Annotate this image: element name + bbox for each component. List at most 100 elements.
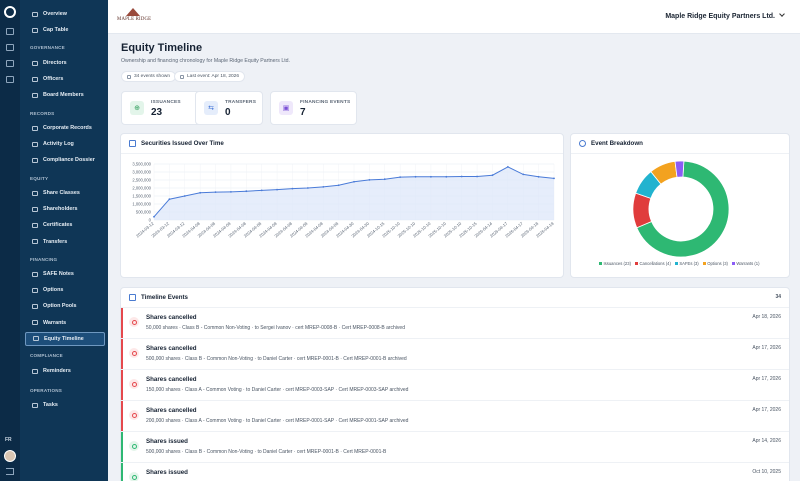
sidebar-item-cap-table[interactable]: Cap Table (25, 23, 105, 37)
sidebar-item-tasks[interactable]: Tasks (25, 398, 105, 412)
data-point[interactable] (306, 187, 309, 189)
avatar[interactable] (4, 450, 16, 462)
sidebar-item-reminders[interactable]: Reminders (25, 364, 105, 378)
data-point[interactable] (153, 215, 155, 218)
data-point[interactable] (337, 184, 340, 187)
stat-card-transfers: ⇆ TRANSFERS 0 (195, 91, 263, 125)
clock-icon (32, 287, 38, 293)
data-point[interactable] (383, 178, 386, 181)
logout-icon[interactable] (6, 468, 14, 475)
data-point[interactable] (430, 175, 432, 178)
menu-icon[interactable] (6, 28, 14, 35)
data-point[interactable] (506, 165, 509, 168)
check-icon (32, 402, 38, 408)
sidebar-item-directors[interactable]: Directors (25, 56, 105, 70)
activity-icon (32, 141, 38, 147)
data-point[interactable] (445, 175, 448, 178)
events-shown-label: 34 events shown (134, 74, 171, 79)
data-point[interactable] (168, 198, 171, 201)
sidebar-item-officers[interactable]: Officers (25, 72, 105, 86)
stat-value: 23 (151, 107, 163, 118)
layers-icon (32, 190, 38, 196)
app-logo-icon[interactable] (4, 6, 16, 18)
data-point[interactable] (537, 175, 540, 178)
folder-icon (32, 157, 38, 163)
pool-icon (32, 303, 38, 309)
data-point[interactable] (553, 177, 555, 180)
timeline-event[interactable]: Shares cancelled 200,000 shares · Class … (121, 400, 789, 432)
data-point[interactable] (460, 175, 463, 178)
legend-swatch (702, 262, 706, 265)
y-tick-label: 2,000,000 (132, 186, 151, 191)
timeline-event[interactable]: Shares cancelled 50,000 shares · Class B… (121, 307, 789, 339)
table-icon (32, 27, 38, 33)
data-point[interactable] (491, 174, 494, 177)
chart-icon[interactable] (6, 76, 14, 83)
sidebar-item-shareholders[interactable]: Shareholders (25, 202, 105, 216)
data-point[interactable] (230, 190, 232, 193)
data-point[interactable] (368, 178, 371, 181)
sidebar-item-label: Option Pools (43, 303, 77, 310)
sidebar-item-label: Tasks (43, 402, 58, 408)
sidebar-item-board-members[interactable]: Board Members (25, 88, 105, 102)
data-point[interactable] (245, 190, 248, 193)
sidebar-item-corporate-records[interactable]: Corporate Records (25, 121, 105, 135)
data-point[interactable] (183, 195, 186, 197)
sidebar-item-label: Compliance Dossier (43, 157, 95, 164)
sidebar-section-records: RECORDS (30, 111, 55, 116)
document-icon[interactable] (6, 60, 14, 67)
sidebar-item-label: Activity Log (43, 141, 74, 148)
data-point[interactable] (260, 189, 263, 192)
legend-item[interactable]: Issuances (23) (599, 261, 631, 266)
plus-circle-icon: ⊕ (130, 101, 144, 115)
certificate-icon (32, 222, 38, 228)
data-point[interactable] (291, 187, 294, 190)
data-point[interactable] (322, 185, 325, 188)
data-point[interactable] (276, 188, 278, 191)
sidebar-item-compliance-dossier[interactable]: Compliance Dossier (25, 153, 105, 167)
timeline-event[interactable]: Shares cancelled 150,000 shares · Class … (121, 369, 789, 401)
timeline-event[interactable]: Shares issued Oct 10, 2025 (121, 462, 789, 481)
data-point[interactable] (199, 191, 202, 194)
line-chart-icon (129, 140, 136, 147)
data-point[interactable] (476, 175, 478, 178)
sidebar-item-label: Equity Timeline (44, 335, 84, 342)
timeline-event[interactable]: Shares cancelled 500,000 shares · Class … (121, 338, 789, 370)
timeline-count: 34 (775, 294, 781, 300)
sidebar-item-equity-timeline[interactable]: Equity Timeline (25, 331, 105, 346)
data-point[interactable] (353, 180, 355, 183)
brand-logo[interactable]: MAPLE RIDGE (117, 8, 151, 26)
donut-slice[interactable] (632, 192, 653, 229)
legend-item[interactable]: Options (3) (702, 261, 728, 266)
sidebar-item-option-pools[interactable]: Option Pools (25, 299, 105, 313)
legend-item[interactable]: Warrants (1) (731, 261, 760, 266)
data-point[interactable] (522, 173, 525, 176)
legend-swatch (674, 262, 678, 265)
timeline-event[interactable]: Shares issued 500,000 shares · Class B -… (121, 431, 789, 463)
pie-chart-icon (579, 140, 586, 147)
sidebar-item-transfers[interactable]: Transfers (25, 235, 105, 249)
sidebar-item-overview[interactable]: Overview (25, 7, 105, 21)
legend-item[interactable]: Cancellations (4) (634, 261, 671, 266)
donut-slice[interactable] (674, 160, 685, 178)
company-switcher[interactable]: Maple Ridge Equity Partners Ltd. (665, 11, 785, 20)
event-accent-bar (121, 401, 123, 432)
data-point[interactable] (214, 191, 217, 194)
sidebar-item-certificates[interactable]: Certificates (25, 218, 105, 232)
sidebar-item-activity-log[interactable]: Activity Log (25, 137, 105, 151)
sidebar-item-safe-notes[interactable]: SAFE Notes (25, 267, 105, 281)
data-point[interactable] (414, 175, 417, 178)
list-icon (129, 294, 136, 301)
building-icon[interactable] (6, 44, 14, 51)
stat-value: 7 (300, 107, 306, 118)
sidebar-item-options[interactable]: Options (25, 283, 105, 297)
issue-icon (129, 441, 139, 451)
sidebar-item-share-classes[interactable]: Share Classes (25, 186, 105, 200)
legend-item[interactable]: SAFEs (3) (674, 261, 699, 266)
legend-label: Warrants (1) (736, 261, 760, 266)
data-point[interactable] (399, 176, 402, 179)
cancel-icon (129, 348, 139, 358)
sidebar-item-warrants[interactable]: Warrants (25, 316, 105, 330)
list-icon (127, 74, 131, 79)
donut-slice[interactable] (636, 160, 730, 258)
